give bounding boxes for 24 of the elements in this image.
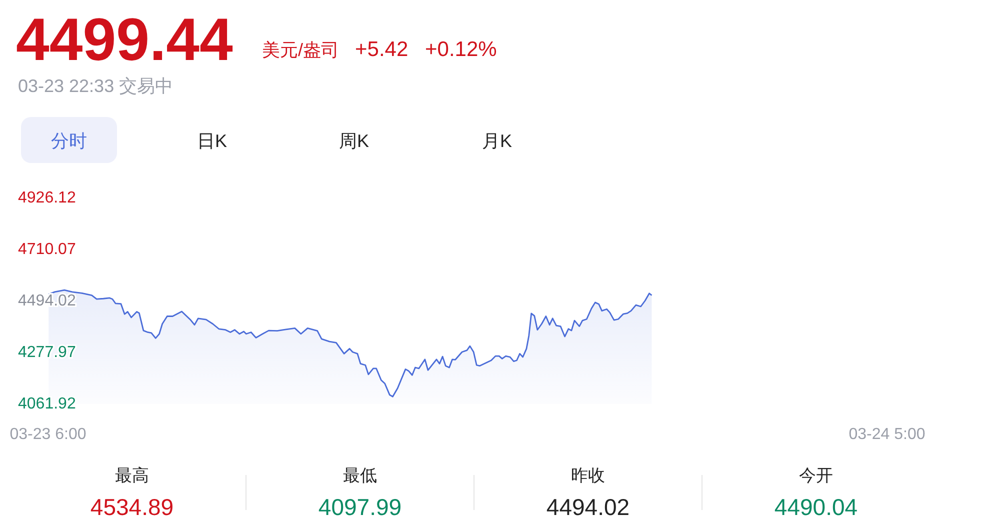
text: 4490.04 (774, 494, 858, 520)
text: +0.12% (425, 38, 497, 61)
text: 今开 (799, 466, 833, 485)
y-tick-label: 4277.97 (18, 344, 76, 361)
y-tick-label: 4061.92 (18, 396, 76, 412)
y-tick-label: 4926.12 (18, 190, 76, 206)
chart-title: 4499.44 (16, 6, 234, 73)
text: 最低 (343, 466, 377, 485)
text: 最高 (115, 466, 149, 485)
y-tick-label: 4494.02 (18, 292, 76, 310)
text: 美元/盎司 (262, 40, 340, 60)
text: 4494.02 (546, 494, 630, 520)
text: 日K (196, 131, 228, 151)
text: 4097.99 (318, 494, 402, 520)
text: 周K (338, 131, 370, 151)
x-tick-label: 03-23 6:00 (10, 426, 86, 443)
chart-subtitle: 03-23 22:33 交易中 (18, 76, 174, 96)
text: 昨收 (571, 466, 605, 485)
text: 分时 (51, 131, 87, 151)
y-tick-label: 4710.07 (18, 241, 76, 258)
text: 4534.89 (90, 494, 174, 520)
x-tick-label: 03-24 5:00 (848, 426, 926, 443)
text: 月K (482, 131, 512, 151)
text: +5.42 (355, 38, 408, 61)
